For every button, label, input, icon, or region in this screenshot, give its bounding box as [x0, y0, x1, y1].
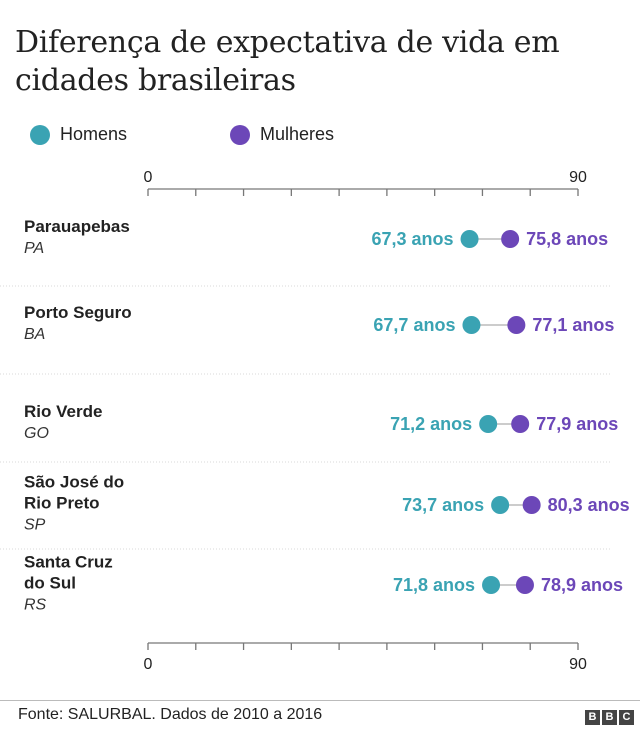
city-name: Santa Cruz: [24, 553, 113, 572]
dot-mulheres: [511, 415, 530, 433]
bottom-tick-label-min: 0: [144, 656, 153, 673]
legend-dot-homens: [30, 124, 50, 145]
city-state: SP: [24, 517, 46, 534]
legend-item-homens: Homens: [30, 124, 127, 145]
city-name: do Sul: [24, 574, 76, 593]
top-tick-label-max: 90: [569, 169, 587, 186]
city-state: PA: [24, 240, 44, 257]
bottom-tick-label-max: 90: [569, 656, 587, 673]
label-homens: 67,3 anos: [371, 229, 453, 249]
dot-homens: [479, 415, 498, 433]
footer-divider: [0, 700, 640, 701]
label-mulheres: 78,9 anos: [541, 575, 623, 595]
legend-dot-mulheres: [230, 124, 250, 145]
dot-mulheres: [507, 316, 526, 334]
city-state: BA: [24, 326, 45, 343]
top-tick-label-min: 0: [144, 169, 153, 186]
city-name: Rio Verde: [24, 402, 102, 421]
city-state: GO: [24, 425, 49, 442]
dot-homens: [460, 230, 479, 248]
label-mulheres: 77,9 anos: [536, 414, 618, 434]
dot-homens: [462, 316, 481, 334]
dot-mulheres: [522, 496, 541, 514]
city-name: Porto Seguro: [24, 303, 132, 322]
city-name: Parauapebas: [24, 217, 130, 236]
dot-homens: [482, 576, 501, 594]
source-note: Fonte: SALURBAL. Dados de 2010 a 2016: [18, 706, 323, 723]
label-homens: 67,7 anos: [373, 315, 455, 335]
label-homens: 71,8 anos: [393, 575, 475, 595]
dot-mulheres: [515, 576, 534, 594]
label-homens: 71,2 anos: [390, 414, 472, 434]
bbc-logo: B B C: [585, 710, 634, 725]
bbc-logo-letter: C: [619, 710, 634, 725]
city-name: Rio Preto: [24, 494, 100, 513]
legend-item-mulheres: Mulheres: [230, 124, 334, 145]
label-mulheres: 80,3 anos: [548, 495, 630, 515]
city-state: RS: [24, 597, 47, 614]
city-name: São José do: [24, 473, 124, 492]
dot-homens: [491, 496, 510, 514]
bbc-logo-letter: B: [585, 710, 600, 725]
label-mulheres: 75,8 anos: [526, 229, 608, 249]
chart-title: Diferença de expectativa de vida em cida…: [15, 25, 560, 98]
legend-label-mulheres: Mulheres: [260, 124, 335, 144]
label-mulheres: 77,1 anos: [532, 315, 614, 335]
dot-mulheres: [501, 230, 520, 248]
dot-chart: 0 90 0 90 Parauapebas PA 67,3 anos 75,8 anos Por…: [0, 169, 630, 673]
legend-label-homens: Homens: [60, 124, 128, 144]
label-homens: 73,7 anos: [402, 495, 484, 515]
bbc-logo-letter: B: [602, 710, 617, 725]
